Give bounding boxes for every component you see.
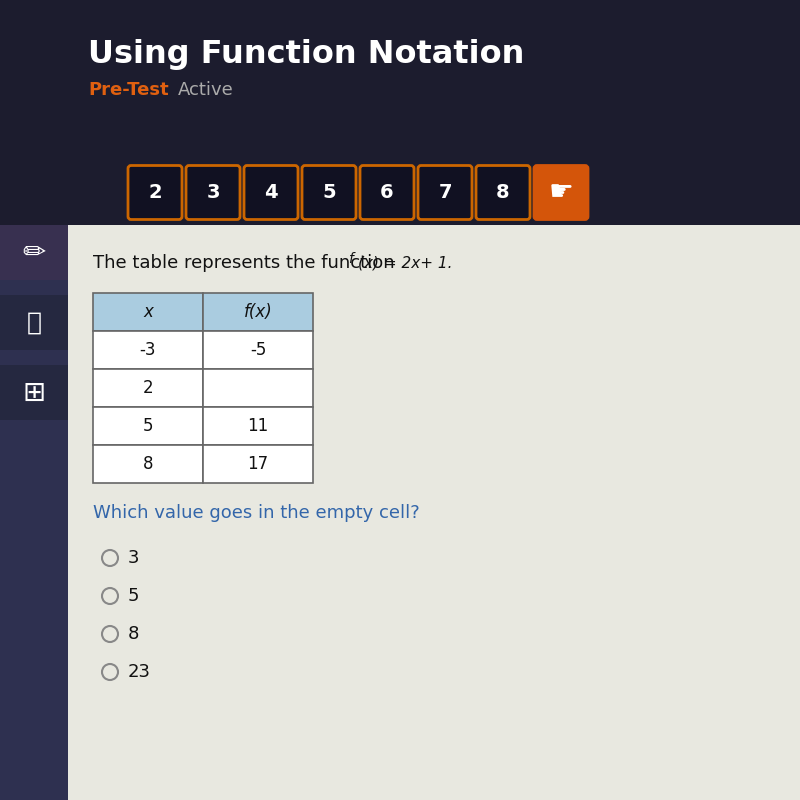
Text: The table represents the function: The table represents the function [93,254,400,272]
Text: -3: -3 [140,341,156,359]
FancyBboxPatch shape [244,166,298,219]
Text: 2: 2 [148,183,162,202]
Text: 23: 23 [128,663,151,681]
Bar [0,160,800,225]
FancyBboxPatch shape [418,166,472,219]
Text: x: x [143,303,153,321]
Text: 🎧: 🎧 [26,311,42,335]
Bar [203,369,313,407]
Text: (x) = 2x+ 1.: (x) = 2x+ 1. [358,255,453,270]
Bar [93,445,203,483]
Text: 11: 11 [247,417,269,435]
Text: f: f [348,252,353,266]
Text: 17: 17 [247,455,269,473]
FancyBboxPatch shape [302,166,356,219]
Text: ⊞: ⊞ [22,379,46,407]
Bar [0,225,68,800]
FancyBboxPatch shape [476,166,530,219]
Bar [203,293,313,331]
Bar [0,365,68,420]
Text: 3: 3 [206,183,220,202]
Text: 8: 8 [496,183,510,202]
Bar [203,331,313,369]
Text: ☛: ☛ [549,178,574,206]
Text: -5: -5 [250,341,266,359]
Text: 6: 6 [380,183,394,202]
Bar [93,331,203,369]
Text: 2: 2 [142,379,154,397]
FancyBboxPatch shape [360,166,414,219]
Bar [0,295,68,350]
Text: 3: 3 [128,549,139,567]
Text: ✏: ✏ [22,239,46,267]
Bar [93,407,203,445]
Bar [0,0,800,225]
Bar [203,407,313,445]
Bar [0,225,68,280]
Bar [93,293,203,331]
Text: 4: 4 [264,183,278,202]
FancyBboxPatch shape [128,166,182,219]
Text: Which value goes in the empty cell?: Which value goes in the empty cell? [93,504,420,522]
Polygon shape [68,243,80,263]
FancyBboxPatch shape [186,166,240,219]
Text: 5: 5 [142,417,154,435]
FancyBboxPatch shape [534,166,588,219]
Text: Using Function Notation: Using Function Notation [88,39,524,70]
Text: 5: 5 [128,587,139,605]
Bar [68,225,800,800]
Text: Pre-Test: Pre-Test [88,81,169,99]
Text: f(x): f(x) [244,303,272,321]
Text: 7: 7 [438,183,452,202]
Text: 8: 8 [142,455,154,473]
Bar [93,369,203,407]
Bar [203,445,313,483]
Text: Active: Active [178,81,234,99]
Text: 8: 8 [128,625,139,643]
Text: 5: 5 [322,183,336,202]
